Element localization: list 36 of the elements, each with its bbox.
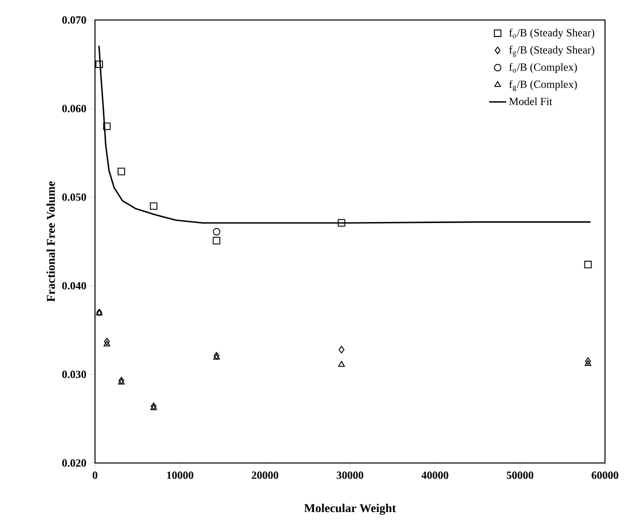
x-tick-label: 0 — [92, 472, 98, 479]
point — [118, 376, 124, 384]
point — [585, 357, 591, 365]
y-tick-label: 0.070 — [62, 16, 86, 24]
point — [338, 360, 345, 367]
legend-label: f$_{o}$/B (Steady Shear) — [509, 28, 594, 39]
legend-label: f$_{o}$/B (Complex) — [509, 63, 577, 74]
y-tick-label: 0.020 — [62, 459, 86, 467]
x-axis-title: Molecular Weight — [304, 504, 396, 515]
point — [118, 168, 126, 176]
legend-label: f$_{g}$/B (Complex) — [509, 80, 577, 92]
point — [150, 202, 158, 210]
x-tick-label: 20000 — [252, 472, 278, 479]
y-tick-label: 0.040 — [62, 282, 86, 290]
point — [338, 346, 344, 354]
point — [104, 338, 110, 346]
x-tick-label: 40000 — [421, 472, 448, 479]
y-tick-label: 0.060 — [62, 104, 86, 112]
x-tick-label: 10000 — [167, 472, 194, 479]
point — [212, 236, 220, 244]
x-tick-label: 30000 — [336, 472, 364, 479]
y-tick-label: 0.050 — [62, 193, 86, 201]
point — [103, 122, 111, 130]
point — [96, 60, 103, 68]
point — [212, 228, 220, 236]
y-tick-label: 0.030 — [62, 370, 86, 378]
x-tick-label: 50000 — [506, 472, 534, 479]
point — [338, 219, 346, 227]
point — [118, 378, 125, 384]
point — [104, 340, 110, 346]
x-tick-label: 60000 — [592, 472, 618, 479]
legend-label: f$_{g}$/B (Steady Shear) — [509, 46, 594, 57]
point — [584, 360, 592, 366]
point — [584, 260, 592, 268]
legend-label: Model Fit — [509, 97, 552, 106]
y-axis-title: Fractional Free Volume — [46, 181, 55, 302]
